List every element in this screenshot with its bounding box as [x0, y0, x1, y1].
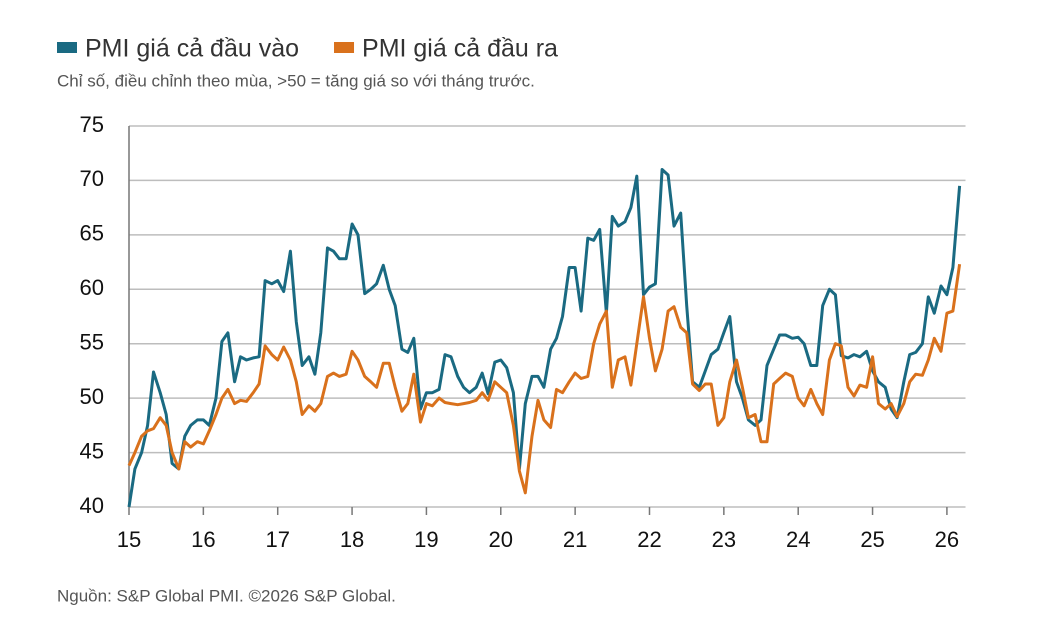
legend-swatch	[334, 42, 355, 53]
series-line	[127, 263, 962, 495]
x-tick-label: 23	[712, 527, 736, 552]
legend-swatch	[57, 42, 77, 53]
x-tick-label: 26	[935, 527, 959, 552]
x-tick-label: 16	[191, 527, 215, 552]
legend-label: PMI giá cả đầu vào	[85, 35, 299, 63]
y-tick-label: 45	[80, 438, 104, 463]
y-tick-label: 65	[80, 221, 104, 246]
series-line	[127, 168, 962, 508]
y-tick-label: 60	[80, 275, 104, 300]
x-tick-label: 25	[860, 527, 884, 552]
legend-label: PMI giá cả đầu ra	[362, 35, 558, 63]
x-tick-label: 19	[414, 527, 438, 552]
source: Nguồn: S&P Global PMI. ©2026 S&P Global.	[57, 586, 396, 605]
x-tick-label: 15	[117, 527, 141, 552]
y-tick-label: 50	[80, 384, 104, 409]
x-tick-label: 18	[340, 527, 364, 552]
y-tick-label: 70	[80, 166, 104, 191]
x-tick-label: 24	[786, 527, 810, 552]
y-tick-label: 55	[80, 330, 104, 355]
x-tick-label: 21	[563, 527, 587, 552]
subtitle: Chỉ số, điều chỉnh theo mùa, >50 = tăng …	[57, 71, 535, 90]
y-tick-label: 75	[80, 112, 104, 137]
y-tick-label: 40	[80, 493, 104, 518]
x-tick-label: 22	[637, 527, 661, 552]
x-tick-label: 20	[489, 527, 513, 552]
x-tick-label: 17	[265, 527, 289, 552]
